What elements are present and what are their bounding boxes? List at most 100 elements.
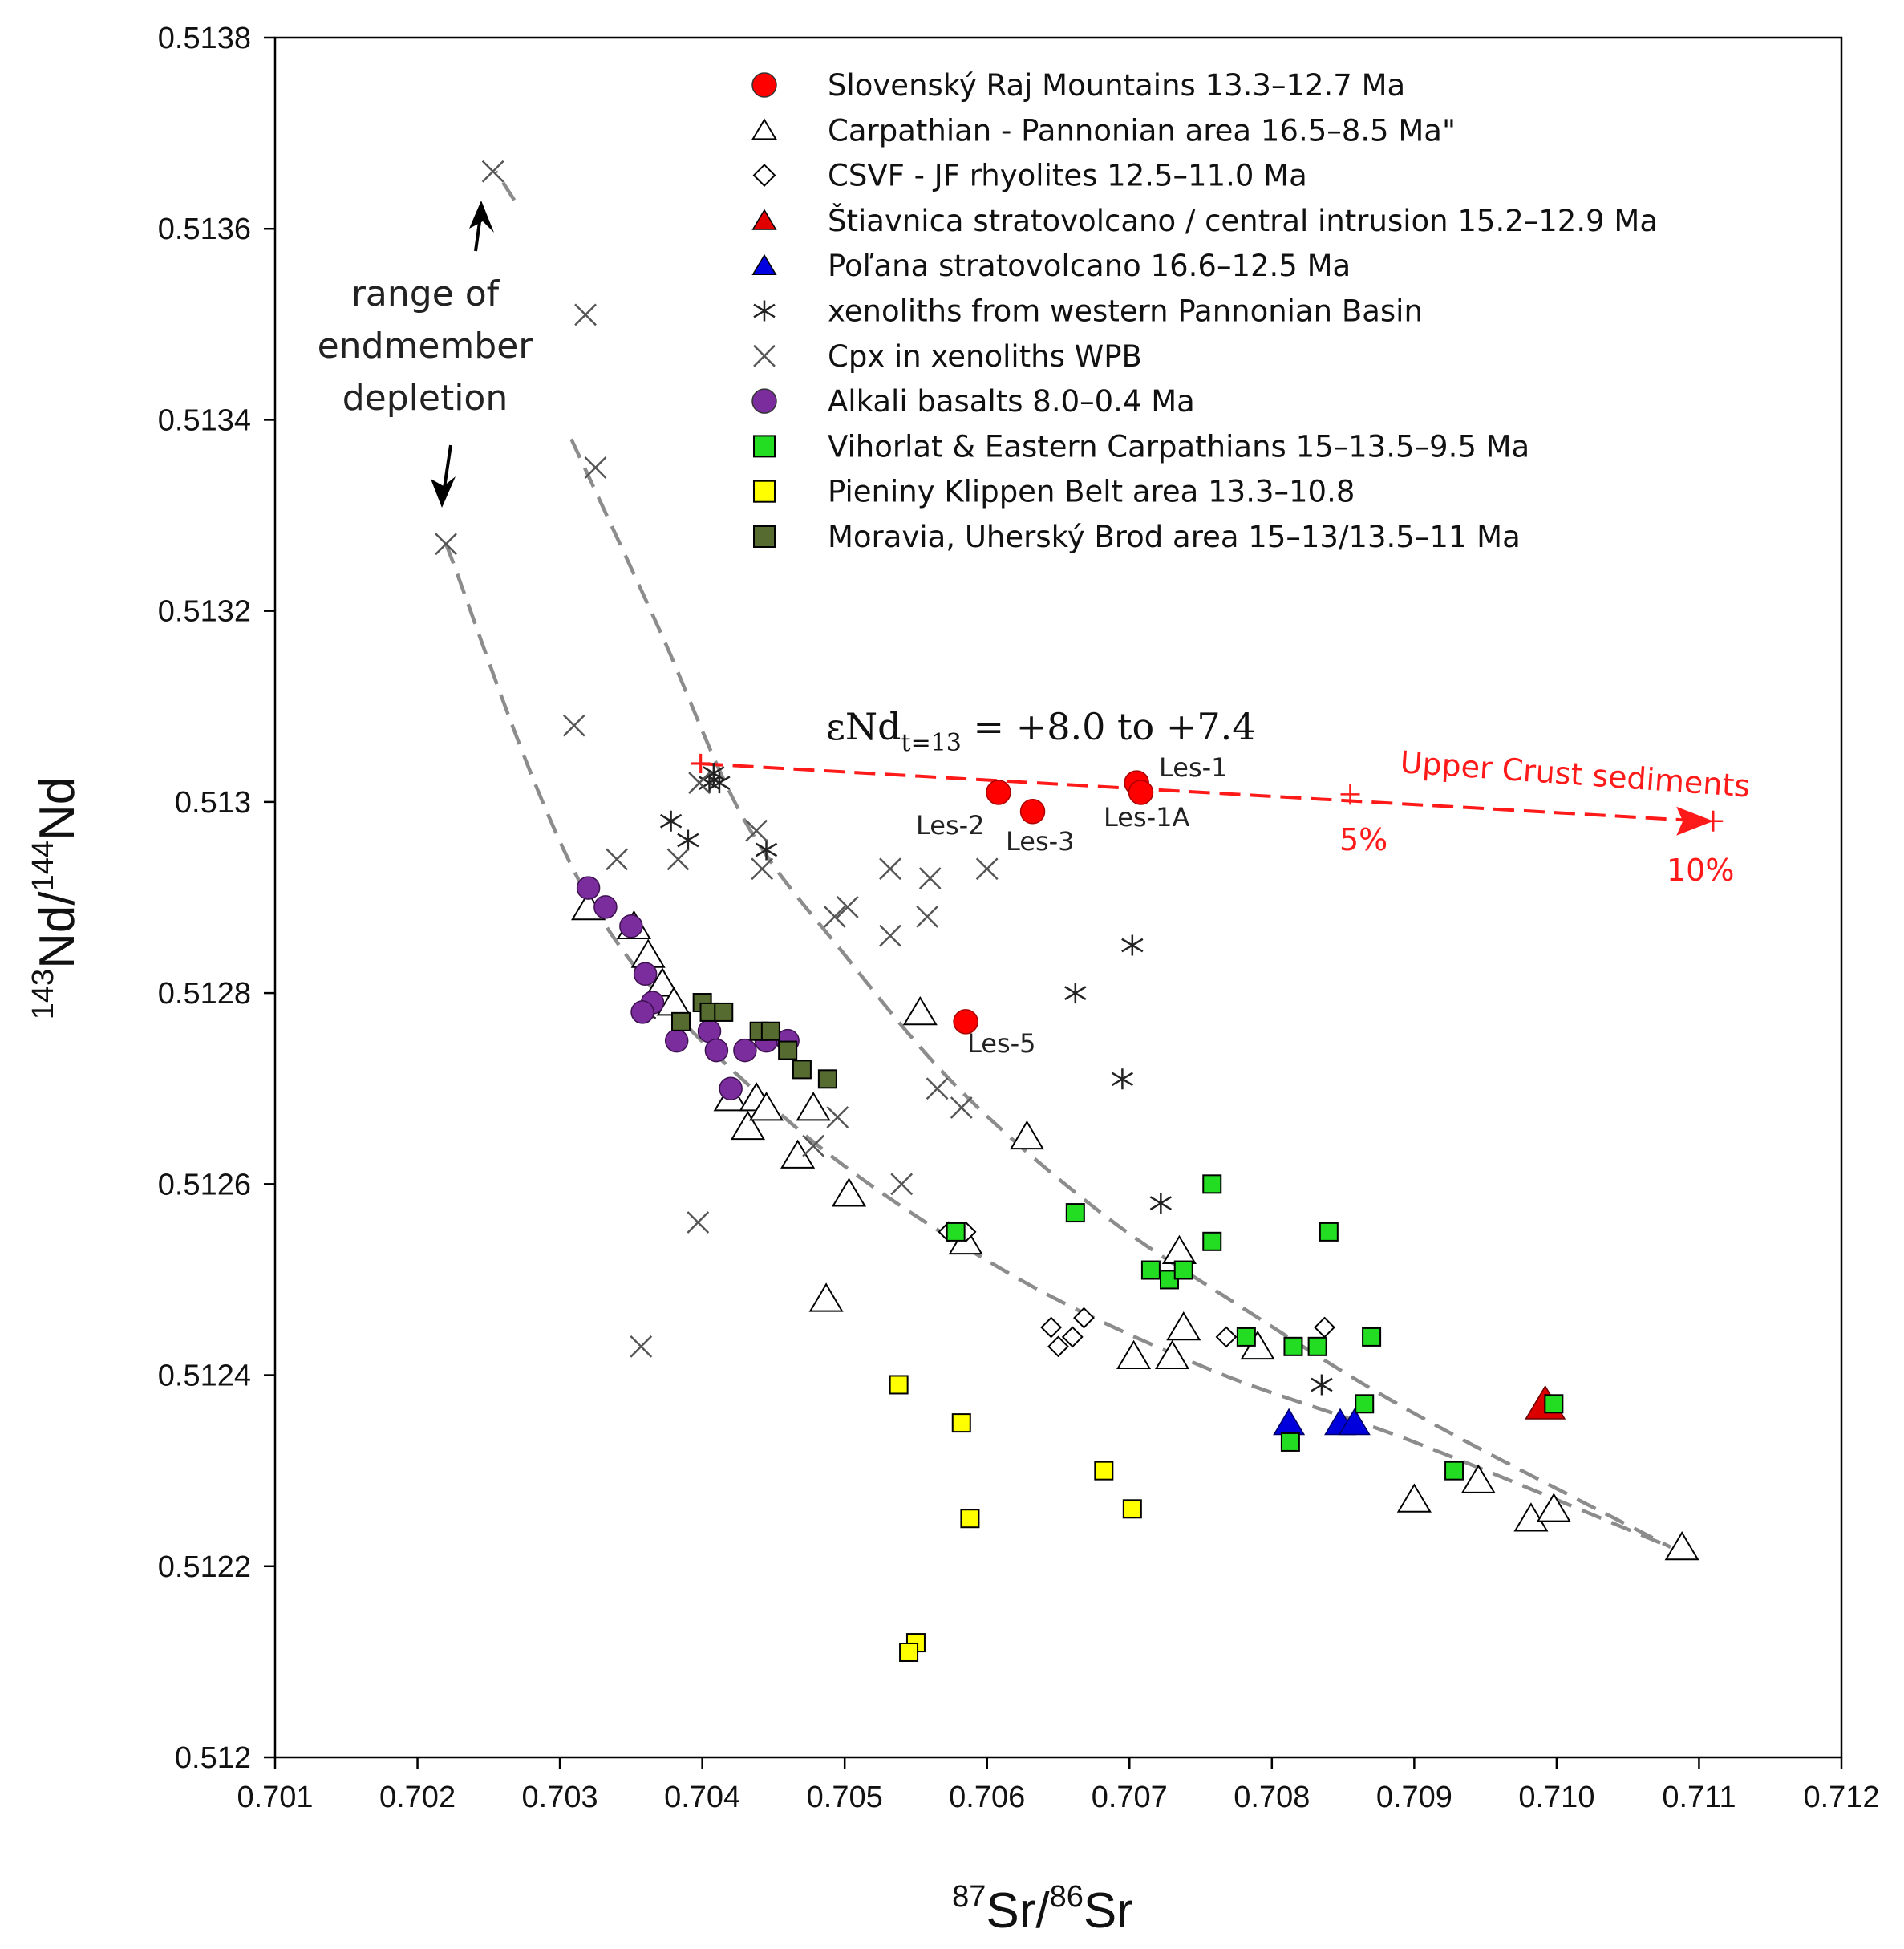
data-point [606, 848, 628, 871]
legend-marker [753, 344, 776, 367]
data-point [1362, 1327, 1382, 1347]
data-point [671, 1011, 691, 1031]
series-vihorlat-eastern-carpathians [946, 1174, 1564, 1481]
legend-label: Carpathian - Pannonian area 16.5–8.5 Ma" [828, 113, 1456, 148]
x-axis-title-main1: Sr/ [986, 1883, 1050, 1939]
sample-les-1a-label: Les-1A [1104, 802, 1190, 833]
data-point [733, 1038, 757, 1063]
data-point [879, 924, 901, 947]
data-point [823, 905, 846, 928]
data-point [1536, 1493, 1571, 1522]
legend-label: xenoliths from western Pannonian Basin [828, 294, 1423, 329]
data-point [808, 1282, 844, 1312]
y-tick-label: 0.5136 [158, 213, 251, 246]
data-point [1173, 1260, 1193, 1280]
data-point [688, 772, 711, 794]
legend-label: Slovenský Raj Mountains 13.3–12.7 Ma [828, 68, 1405, 103]
data-point [1128, 780, 1154, 805]
data-point [593, 895, 618, 919]
data-point [714, 1002, 734, 1022]
data-point [562, 714, 585, 737]
y-tick-label: 0.513 [175, 786, 251, 820]
legend-marker [751, 118, 778, 140]
data-point [619, 914, 643, 938]
data-point [1319, 1222, 1339, 1242]
data-point [1280, 1432, 1300, 1452]
data-point [826, 1106, 849, 1128]
data-point [1544, 1394, 1564, 1414]
data-point [918, 867, 942, 890]
data-point [1140, 1260, 1161, 1280]
series-csvf-jf-rhyolites [938, 1221, 1335, 1358]
mixing-line [702, 762, 1690, 822]
data-point [1154, 1339, 1190, 1370]
y-tick-label: 0.5132 [158, 595, 251, 629]
x-tick-label: 0.711 [1662, 1781, 1736, 1814]
data-point [748, 1092, 784, 1121]
data-point [778, 1040, 798, 1060]
legend-marker [753, 525, 776, 548]
mixing-5pct-label: 5% [1339, 822, 1387, 857]
data-point [916, 905, 939, 928]
y-axis-title-sup1: 143 [26, 969, 60, 1019]
data-point [704, 1038, 729, 1063]
data-point [1116, 1339, 1152, 1370]
sample-les-2-label: Les-2 [916, 810, 985, 841]
data-point [745, 819, 768, 842]
x-tick-label: 0.712 [1803, 1781, 1879, 1814]
data-point [831, 1177, 867, 1207]
axis-ticks: 0.701 0.702 0.703 0.704 0.705 0.706 0.707 0.708… [158, 22, 1880, 1814]
x-axis-title: 87Sr/86Sr [952, 1880, 1133, 1939]
mixing-arrowhead [1676, 806, 1714, 836]
y-tick-label: 0.5134 [158, 403, 251, 437]
data-point [1513, 1502, 1549, 1532]
data-point [1009, 1120, 1044, 1150]
data-point [792, 1060, 812, 1080]
y-tick-label: 0.5122 [158, 1550, 251, 1584]
x-tick-label: 0.701 [237, 1781, 313, 1814]
data-point [677, 829, 699, 851]
x-tick-label: 0.710 [1518, 1781, 1594, 1814]
series-slovensk-raj-mountains [953, 770, 1154, 1035]
data-point [1019, 799, 1046, 825]
y-axis-title-main2: Nd [30, 777, 85, 841]
series-po-ana-stratovolcano [1273, 1408, 1371, 1436]
sample-les-1-label: Les-1 [1159, 752, 1228, 783]
legend-label: Cpx in xenoliths WPB [828, 339, 1142, 374]
data-point [666, 848, 690, 871]
x-tick-label: 0.707 [1092, 1781, 1168, 1814]
data-point [899, 1642, 919, 1662]
x-tick-label: 0.706 [949, 1781, 1025, 1814]
legend-label: Alkali basalts 8.0–0.4 Ma [828, 384, 1195, 419]
y-tick-label: 0.5138 [158, 22, 251, 55]
data-point [1047, 1335, 1069, 1358]
legend-marker [751, 209, 777, 230]
data-point [1444, 1461, 1464, 1481]
data-point [1111, 1068, 1134, 1090]
data-point [751, 857, 774, 881]
data-point [817, 1069, 837, 1089]
data-point [576, 876, 601, 900]
y-tick-label: 0.5124 [158, 1359, 251, 1393]
x-tick-label: 0.704 [664, 1781, 740, 1814]
data-point [926, 1077, 949, 1100]
y-axis-title: 143Nd/144Nd [26, 777, 85, 1020]
legend-label: CSVF - JF rhyolites 12.5–11.0 Ma [828, 159, 1307, 193]
data-point [633, 962, 658, 987]
data-point [1121, 934, 1144, 956]
data-point [802, 1134, 825, 1157]
data-point [574, 303, 597, 326]
legend: Slovenský Raj Mountains 13.3–12.7 Ma Carp… [751, 68, 1658, 554]
data-point [975, 857, 999, 881]
legend-marker [752, 164, 776, 188]
data-point [950, 1096, 973, 1119]
legend-label: Poľana stratovolcano 16.6–12.5 Ma [828, 249, 1351, 283]
data-point [730, 1110, 766, 1141]
data-point [1338, 1408, 1371, 1436]
data-point [1311, 1374, 1333, 1396]
data-point [889, 1375, 909, 1395]
data-point [1283, 1336, 1303, 1356]
plot-area-frame [273, 36, 1843, 1759]
